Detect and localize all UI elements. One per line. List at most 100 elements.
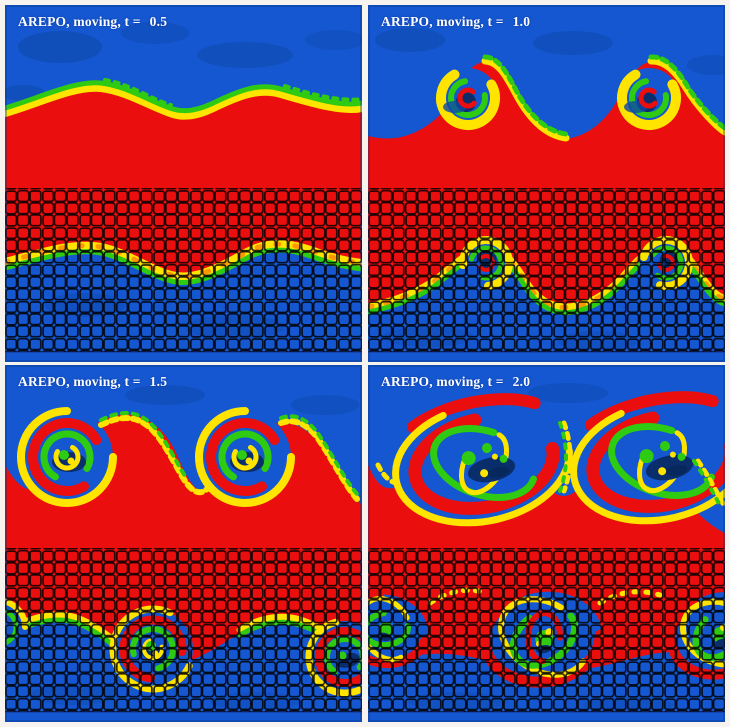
panel-label-text: AREPO, moving, t = xyxy=(18,374,141,389)
panel-time-value: 1.5 xyxy=(149,374,168,389)
bottom-blue-strip xyxy=(5,352,362,362)
voronoi-mesh-overlay xyxy=(368,548,725,712)
kh-vortex-spiral xyxy=(195,407,295,507)
dark-shading xyxy=(197,42,293,68)
panel-frame xyxy=(368,365,725,722)
mesh-density-map xyxy=(5,188,362,362)
panel-label-text: AREPO, moving, t = xyxy=(381,374,504,389)
vortex-outer-arc xyxy=(195,407,295,507)
interface-line-yellow xyxy=(5,83,362,120)
vortex-outer-arc xyxy=(392,411,573,527)
kh-vortex-spiral xyxy=(570,391,725,525)
panel-frame xyxy=(5,5,362,362)
panel-label: AREPO, moving, t = 1.0 xyxy=(381,14,530,30)
dark-shading xyxy=(375,28,445,52)
kh-vortex-spiral xyxy=(17,407,117,507)
panel-time-value: 2.0 xyxy=(512,374,531,389)
simulation-render-t2-0 xyxy=(368,365,725,722)
interface-sawtooth xyxy=(558,421,723,509)
vortex-outer-arc xyxy=(570,409,725,525)
dark-shading xyxy=(533,31,613,55)
vortex-arm xyxy=(28,418,102,496)
mesh-bottom-line xyxy=(5,711,362,713)
dark-shading xyxy=(291,395,359,415)
smooth-density-map xyxy=(368,5,725,142)
vortex-inner-arc xyxy=(430,425,537,501)
vortex-arm xyxy=(638,87,658,109)
panel-label: AREPO, moving, t = 0.5 xyxy=(18,14,167,30)
vortex-inner-yellow xyxy=(458,432,509,496)
vortex-core-cell xyxy=(67,457,75,465)
vortex-core-cell xyxy=(59,450,69,460)
interface-sawtooth xyxy=(98,415,360,502)
vortex-inner-arc xyxy=(40,430,94,481)
vortex-core-cell xyxy=(237,450,247,460)
wave-back-sawtooth xyxy=(482,54,725,137)
vortex-core-cell xyxy=(639,449,654,464)
interface-sawtooth xyxy=(375,420,725,510)
interface-line-green xyxy=(5,80,362,114)
panel-frame xyxy=(368,5,725,362)
vortex-outer-arc xyxy=(17,407,117,507)
vortex-outer-arc xyxy=(436,69,500,130)
vortex-arm xyxy=(584,391,719,431)
panel-time-value: 1.0 xyxy=(512,14,531,29)
mesh-density-map xyxy=(368,548,725,722)
voronoi-mesh-overlay xyxy=(5,188,362,352)
mesh-bottom-line xyxy=(368,711,725,713)
simulation-render-t1-0 xyxy=(368,5,725,362)
vortex-outer-arc xyxy=(617,69,681,130)
panel-label-text: AREPO, moving, t = xyxy=(381,14,504,29)
vortex-arm xyxy=(457,87,477,109)
kh-vortex-spiral xyxy=(392,393,573,527)
voronoi-mesh-overlay xyxy=(5,548,362,712)
vortex-core-cell xyxy=(499,454,508,463)
vortex-core-cell xyxy=(659,441,670,452)
vortex-inner-yellow xyxy=(53,444,81,471)
simulation-render-t0-5 xyxy=(5,5,362,362)
interface-sawtooth xyxy=(103,78,362,107)
panel-t2-0: AREPO, moving, t = 2.0 xyxy=(368,365,725,722)
dark-shading xyxy=(528,383,608,403)
vortex-arm xyxy=(586,411,725,513)
panel-label: AREPO, moving, t = 1.5 xyxy=(18,374,167,390)
vortex-inner-yellow xyxy=(636,430,687,494)
vortex-core-cell xyxy=(245,457,253,465)
dark-shading xyxy=(121,22,189,44)
mesh-bottom-line xyxy=(5,351,362,353)
mesh-bottom-line xyxy=(368,351,725,353)
vortex-core-cell xyxy=(677,452,686,461)
vortex-inner-yellow xyxy=(231,444,259,471)
voronoi-mesh-overlay xyxy=(368,188,725,352)
kh-vortex-curl xyxy=(617,68,681,130)
sky-fluid-region xyxy=(5,365,362,505)
panel-time-value: 0.5 xyxy=(149,14,168,29)
vortex-core-cell xyxy=(658,467,667,476)
bottom-blue-strip xyxy=(5,712,362,722)
vortex-core-cell xyxy=(669,451,676,458)
panel-frame xyxy=(5,365,362,722)
bottom-blue-strip xyxy=(368,712,725,722)
vortex-arm xyxy=(408,413,560,515)
vortex-core-cell xyxy=(491,453,498,460)
kh-vortex-curl xyxy=(436,68,500,130)
vortex-arm xyxy=(406,393,541,433)
vortex-core-deep xyxy=(665,464,688,476)
panel-label: AREPO, moving, t = 2.0 xyxy=(381,374,530,390)
smooth-density-map xyxy=(5,365,362,507)
vortex-inner-arc xyxy=(608,423,715,499)
dark-shading xyxy=(18,31,102,63)
mesh-density-map xyxy=(5,548,362,722)
vortex-inner-arc xyxy=(218,430,272,481)
vortex-core-cell xyxy=(480,469,489,478)
dark-shading xyxy=(305,30,362,50)
sky-fluid-region xyxy=(368,5,725,139)
dark-shading xyxy=(125,385,205,405)
vortex-core-deep xyxy=(487,466,510,478)
bottom-blue-strip xyxy=(368,352,725,362)
dark-shading xyxy=(687,55,725,75)
vortex-core-cell xyxy=(481,443,492,454)
panel-t0-5: AREPO, moving, t = 0.5 xyxy=(5,5,362,362)
panel-t1-0: AREPO, moving, t = 1.0 xyxy=(368,5,725,362)
